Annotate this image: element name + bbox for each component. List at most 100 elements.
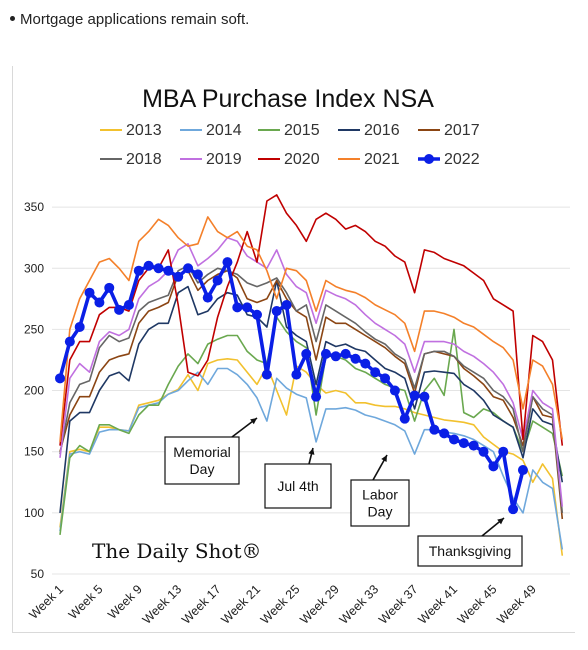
x-tick-label: Week 41 (415, 582, 460, 627)
annotation-text: Memorial (173, 444, 231, 460)
arrowhead-icon (497, 518, 504, 525)
brand-logo: The Daily Shot® (92, 539, 261, 563)
legend-label: 2018 (126, 151, 162, 168)
point-2022 (212, 275, 223, 286)
point-2022 (153, 263, 164, 274)
x-tick-label: Week 9 (105, 582, 145, 622)
point-2022 (340, 348, 351, 359)
point-2022 (94, 297, 105, 308)
point-2022 (488, 461, 499, 472)
point-2022 (389, 385, 400, 396)
legend-marker (424, 154, 434, 164)
y-tick-label: 250 (24, 322, 44, 336)
point-2022 (370, 367, 381, 378)
annotation-box (164, 436, 240, 485)
point-2022 (74, 321, 85, 332)
x-tick-label: Week 1 (26, 582, 66, 622)
point-2022 (242, 302, 253, 313)
x-tick-label: Week 49 (494, 582, 539, 627)
point-2022 (84, 287, 95, 298)
legend-label: 2022 (444, 151, 480, 168)
y-tick-label: 350 (24, 200, 44, 214)
series-layer (55, 194, 564, 556)
point-2022 (508, 504, 519, 515)
point-2022 (271, 306, 282, 317)
point-2022 (380, 373, 391, 384)
chart-frame (12, 66, 575, 633)
series-line-2021 (59, 216, 564, 442)
x-tick-label: Week 33 (337, 582, 382, 627)
point-2022 (232, 302, 243, 313)
point-2022 (291, 369, 302, 380)
y-tick-label: 150 (24, 445, 44, 459)
annotation-text: Day (190, 461, 215, 477)
point-2022 (468, 440, 479, 451)
point-2022 (458, 438, 469, 449)
point-2022 (173, 271, 184, 282)
point-2022 (222, 257, 233, 268)
series-line-2017 (59, 269, 564, 520)
series-line-2016 (59, 279, 564, 513)
annotation-text: Jul 4th (277, 478, 318, 494)
point-2022 (183, 263, 194, 274)
arrowhead-icon (381, 455, 387, 462)
series-line-2018 (59, 264, 564, 513)
legend-label: 2015 (284, 122, 320, 139)
legend-label: 2016 (364, 122, 400, 139)
annotation-text: Day (368, 504, 393, 520)
point-2022 (350, 353, 361, 364)
y-tick-label: 50 (31, 567, 45, 581)
point-2022 (449, 434, 459, 445)
y-tick-label: 200 (24, 384, 44, 398)
series-line-2019 (59, 236, 564, 507)
arrowhead-icon (308, 448, 315, 455)
point-2022 (252, 309, 262, 320)
point-2022 (104, 282, 115, 293)
arrowhead-icon (250, 418, 257, 425)
legend-label: 2014 (206, 122, 242, 139)
point-2022 (439, 428, 450, 439)
annotation-text: Thanksgiving (429, 543, 512, 559)
x-tick-label: Week 5 (66, 582, 106, 622)
point-2022 (202, 292, 213, 303)
point-2022 (409, 390, 420, 401)
point-2022 (478, 446, 489, 457)
annotation-box (417, 535, 523, 567)
point-2022 (360, 358, 371, 369)
series-line-2014 (59, 367, 564, 550)
x-tick-label: Week 37 (376, 582, 421, 627)
x-tick-label: Week 45 (455, 582, 500, 627)
point-2022 (517, 465, 528, 476)
y-tick-label: 100 (24, 506, 44, 520)
point-2022 (123, 299, 134, 310)
point-2022 (330, 351, 341, 362)
point-2022 (498, 446, 509, 457)
point-2022 (320, 348, 331, 359)
point-2022 (311, 391, 322, 402)
note-text: Mortgage applications remain soft. (20, 11, 250, 28)
point-2022 (429, 424, 440, 435)
y-tick-label: 300 (24, 261, 44, 275)
legend-label: 2021 (364, 151, 400, 168)
x-tick-label: Week 25 (258, 582, 303, 627)
bullet-dot-icon (10, 16, 15, 22)
point-2022 (64, 336, 75, 347)
x-tick-label: Week 21 (218, 582, 263, 627)
annotation-box (264, 463, 332, 509)
series-line-2020 (59, 194, 564, 446)
point-2022 (399, 413, 410, 424)
legend-label: 2020 (284, 151, 320, 168)
x-tick-label: Week 17 (179, 582, 224, 627)
x-tick-label: Week 13 (140, 582, 185, 627)
point-2022 (419, 391, 430, 402)
point-2022 (163, 265, 174, 276)
chart-title: MBA Purchase Index NSA (142, 85, 434, 113)
point-2022 (143, 260, 154, 271)
annotation-box (350, 479, 410, 527)
annotation-text: Labor (362, 487, 398, 503)
x-tick-label: Week 29 (297, 582, 342, 627)
daily-shot-logo: The Daily Shot® (92, 539, 261, 563)
legend-label: 2013 (126, 122, 162, 139)
